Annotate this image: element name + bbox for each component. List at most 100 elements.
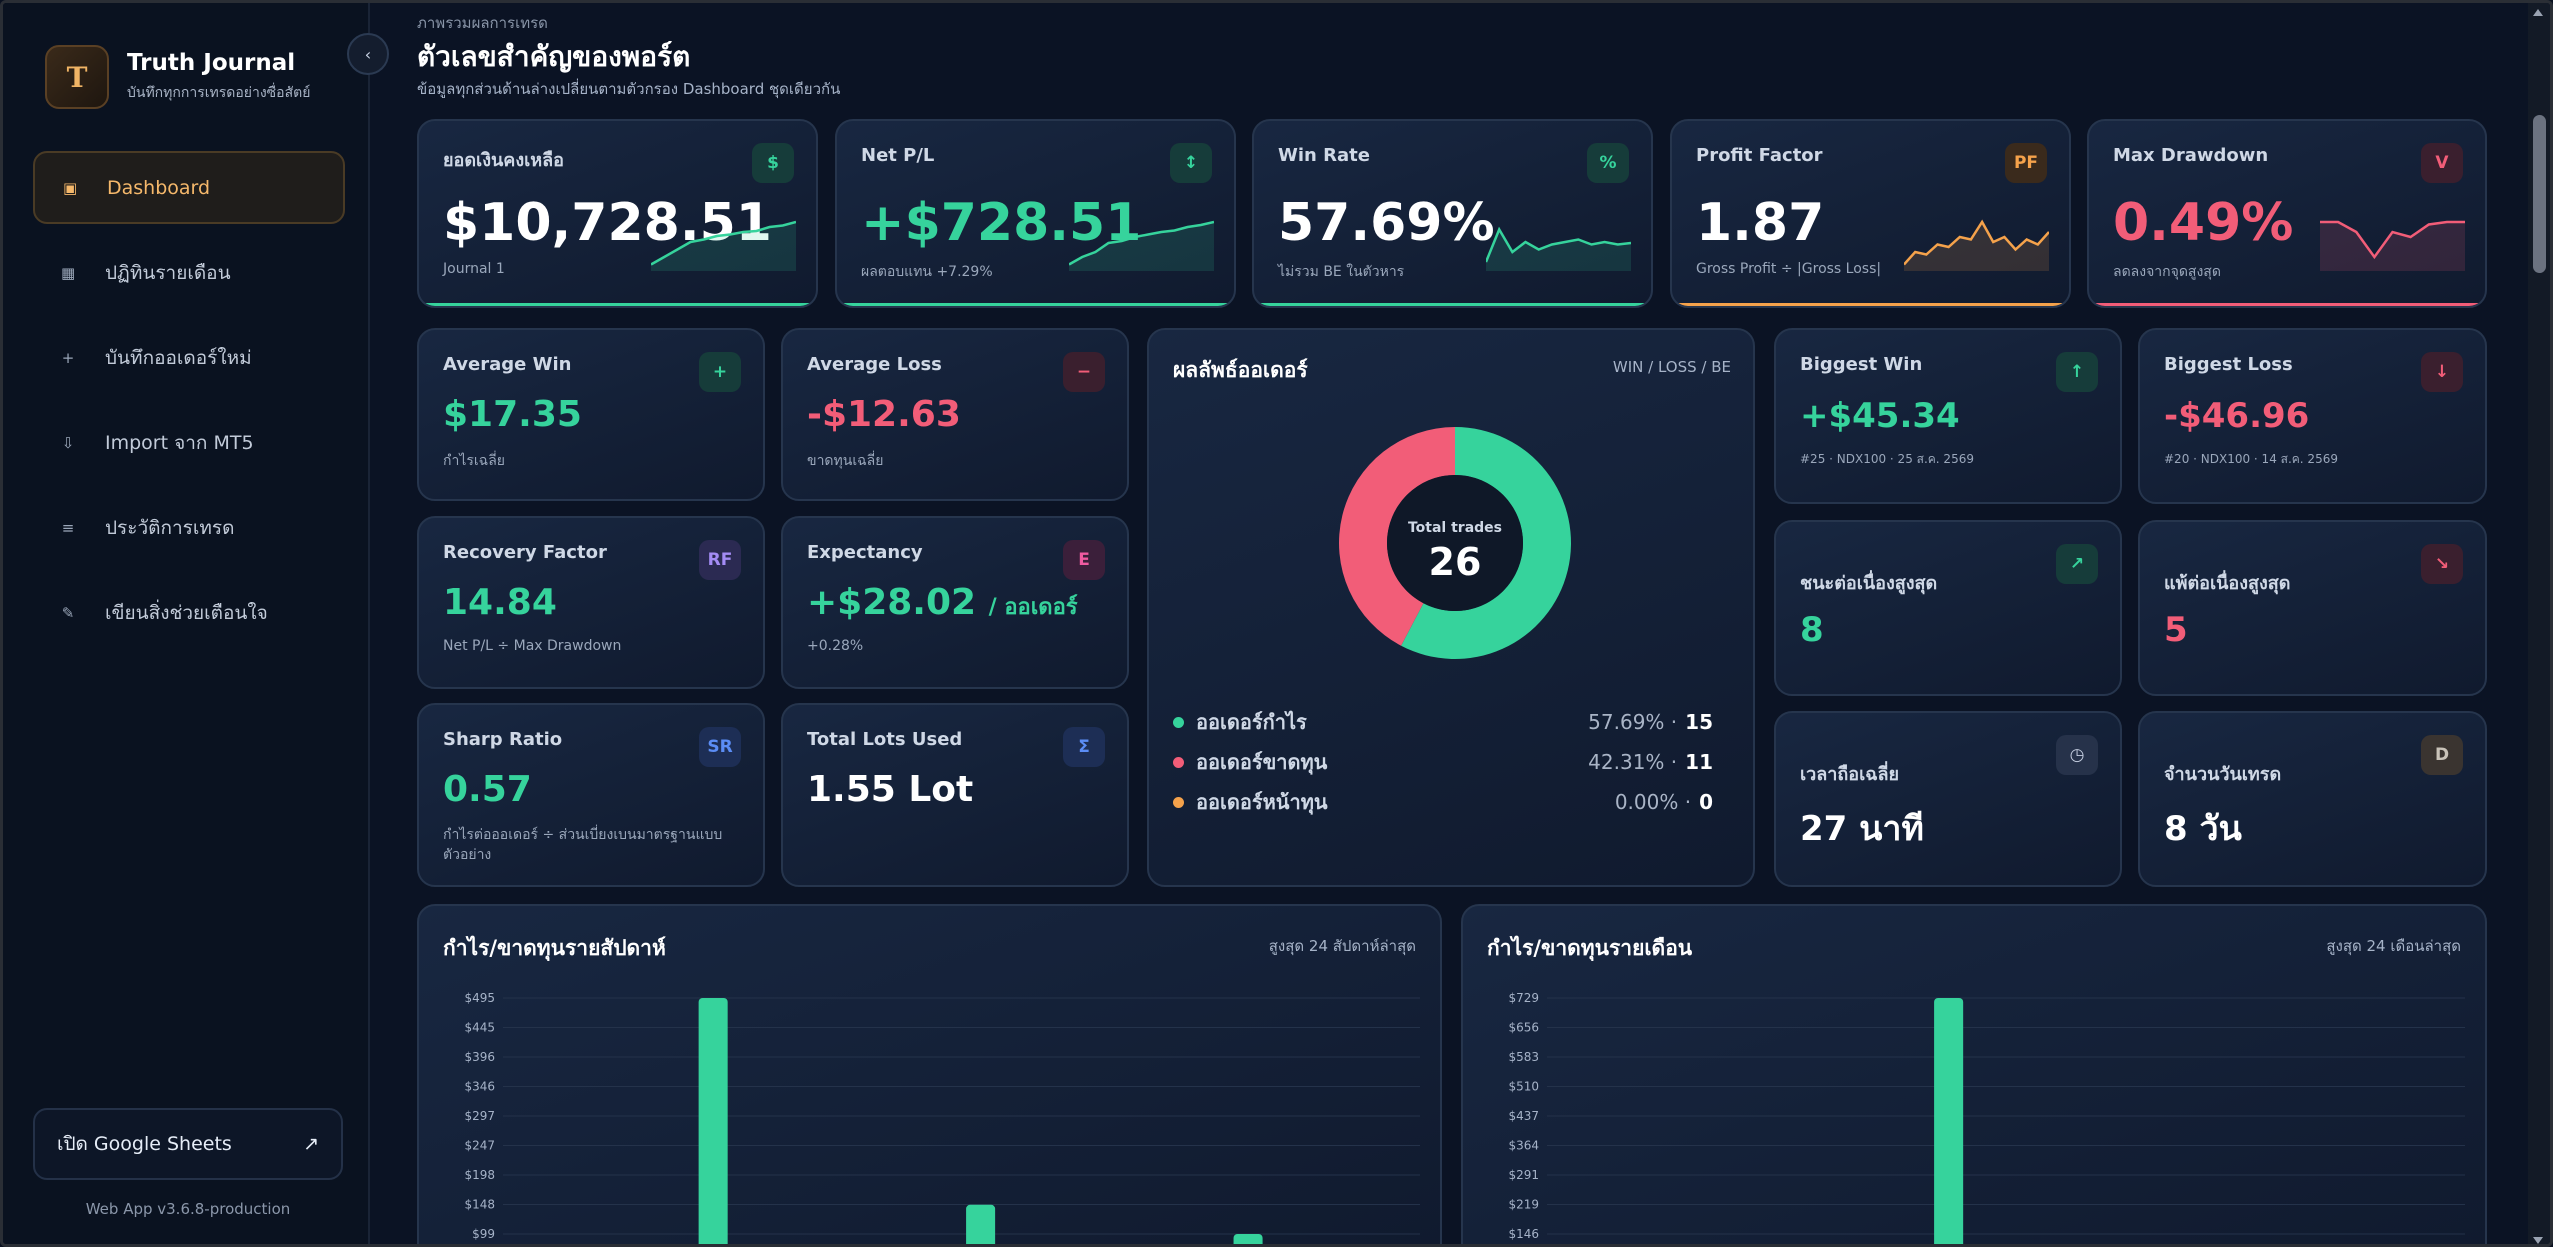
balance-card: ยอดเงินคงเหลือ $ $10,728.51 Journal 1 [417,119,818,308]
biggest-loss-value: -$46.96 [2164,396,2310,436]
chart-title: กำไร/ขาดทุนรายเดือน [1487,936,1693,960]
legend-count: 11 [1685,750,1713,774]
bar[interactable] [966,1204,996,1247]
card-title: Biggest Loss [2164,354,2293,375]
max-drawdown-card: Max Drawdown V 0.49% ลดลงจากจุดสูงสุด [2087,119,2487,308]
dollar-icon: $ [752,143,794,183]
scroll-up-arrow-icon[interactable] [2533,9,2543,16]
breakeven-dot [1173,796,1184,808]
accent-bar [1254,303,1651,306]
minus-icon: − [1063,352,1105,392]
arrows-updown-icon: ↕ [1170,143,1212,183]
legend-pct: 57.69% · [1588,710,1678,734]
y-tick-label: $219 [1508,1198,1539,1212]
trend-up-icon: ↗ [2056,544,2098,584]
sidebar-item-calendar[interactable]: ▦ ปฏิทินรายเดือน [33,236,345,309]
sparkline-line [1069,220,1214,266]
legend-pct: 0.00% · [1614,790,1692,814]
profit-factor-card: Profit Factor PF 1.87 Gross Profit ÷ |Gr… [1670,119,2071,308]
brand-title: Truth Journal [127,50,296,76]
drawdown-sparkline [2320,220,2465,271]
card-title: Expectancy [807,542,923,563]
chart-hint: สูงสุด 24 สัปดาห์ล่าสุด [1268,937,1416,955]
total-lots-card: Total Lots Used Σ 1.55 Lot [781,703,1129,887]
net-pl-card: Net P/L ↕ +$728.51 ผลตอบแทน +7.29% [835,119,1236,308]
expectancy-unit: / ออเดอร์ [988,595,1078,620]
card-note: #25 · NDX100 · 25 ส.ค. 2569 [1800,452,1974,466]
y-tick-label: $297 [464,1109,495,1123]
rf-icon: RF [699,540,741,580]
y-tick-label: $656 [1508,1021,1539,1035]
scrollbar-thumb[interactable] [2533,115,2546,273]
open-google-sheets-button[interactable]: เปิด Google Sheets ↗ [33,1108,343,1180]
google-sheets-label: เปิด Google Sheets [57,1133,232,1155]
y-tick-label: $364 [1508,1139,1539,1153]
sidebar-item-dashboard[interactable]: ▣ Dashboard [33,151,345,224]
legend-label: ออเดอร์หน้าทุน [1196,790,1328,814]
sidebar-item-label: บันทึกออเดอร์ใหม่ [105,346,252,369]
list-icon: ≡ [61,518,75,537]
percent-icon: % [1587,143,1629,183]
page-title: ตัวเลขสำคัญของพอร์ต [417,40,691,73]
download-icon: ⇩ [61,433,75,452]
donut-slice-win[interactable] [1401,427,1571,659]
recovery-factor-value: 14.84 [443,582,557,623]
biggest-win-card: Biggest Win ↑ +$45.34 #25 · NDX100 · 25 … [1774,328,2122,504]
sharp-ratio-value: 0.57 [443,769,532,810]
card-title: แพ้ต่อเนื่องสูงสุด [2164,573,2291,594]
y-tick-label: $146 [1508,1227,1539,1241]
legend-label: ออเดอร์ขาดทุน [1196,750,1328,774]
donut-slice-loss[interactable] [1339,427,1455,646]
card-hint: WIN / LOSS / BE [1612,358,1731,376]
scroll-down-arrow-icon[interactable] [2533,1237,2543,1244]
y-tick-label: $445 [464,1021,495,1035]
legend-pct: 42.31% · [1588,750,1678,774]
sparkline-line [651,220,796,266]
sidebar-item-history[interactable]: ≡ ประวัติการเทรด [33,491,345,564]
card-title: ผลลัพธ์ออเดอร์ [1173,358,1308,382]
sparkline-area [2320,222,2465,271]
plus-icon: + [61,348,75,367]
scrollbar[interactable] [2528,3,2550,1244]
win-rate-sparkline [1486,226,1631,271]
y-tick-label: $583 [1508,1050,1539,1064]
accent-bar [2089,303,2485,306]
trend-down-icon: ↘ [2421,544,2463,584]
breadcrumb: ภาพรวมผลการเทรด [417,14,548,32]
card-note: กำไรเฉลี่ย [443,453,506,469]
average-win-value: $17.35 [443,394,582,435]
net-pl-value: +$728.51 [861,193,1142,253]
card-title: Net P/L [861,145,935,166]
brand-subtitle: บันทึกทุกการเทรดอย่างซื่อสัตย์ [127,85,311,101]
sidebar-item-reminders[interactable]: ✎ เขียนสิ่งช่วยเตือนใจ [33,576,345,649]
sidebar-item-import-mt5[interactable]: ⇩ Import จาก MT5 [33,406,345,479]
card-note: #20 · NDX100 · 14 ส.ค. 2569 [2164,452,2338,466]
sparkline-area [1069,222,1214,271]
chart-title: กำไร/ขาดทุนรายสัปดาห์ [443,936,666,960]
bar[interactable] [1934,998,1964,1247]
bar[interactable] [698,998,728,1247]
card-note: Journal 1 [443,261,505,277]
y-tick-label: $291 [1508,1168,1539,1182]
y-tick-label: $346 [464,1080,495,1094]
win-streak-card: ชนะต่อเนื่องสูงสุด ↗ 8 [1774,520,2122,696]
card-note: ไม่รวม BE ในตัวหาร [1278,264,1405,280]
collapse-sidebar-button[interactable]: ‹ [347,33,389,75]
card-note: Net P/L ÷ Max Drawdown [443,638,622,654]
total-trades-value: 26 [1428,540,1482,584]
y-tick-label: $396 [464,1050,495,1064]
sparkline-area [1486,229,1631,271]
y-tick-label: $99 [472,1227,495,1241]
sidebar-item-new-order[interactable]: + บันทึกออเดอร์ใหม่ [33,321,345,394]
trading-days-card: จำนวนวันเทรด D 8 วัน [2138,711,2487,887]
bar[interactable] [1233,1234,1263,1247]
loss-dot [1173,756,1184,768]
balance-sparkline [651,220,796,271]
card-title: ยอดเงินคงเหลือ [443,150,564,171]
sidebar-nav: ▣ Dashboard ▦ ปฏิทินรายเดือน + บันทึกออเดอร… [33,151,345,661]
expectancy-card: Expectancy E +$28.02 / ออเดอร์ +0.28% [781,516,1129,689]
legend-label: ออเดอร์กำไร [1196,710,1307,734]
win-streak-value: 8 [1800,610,1824,650]
card-title: Sharp Ratio [443,729,563,750]
external-link-icon: ↗ [303,1133,319,1155]
